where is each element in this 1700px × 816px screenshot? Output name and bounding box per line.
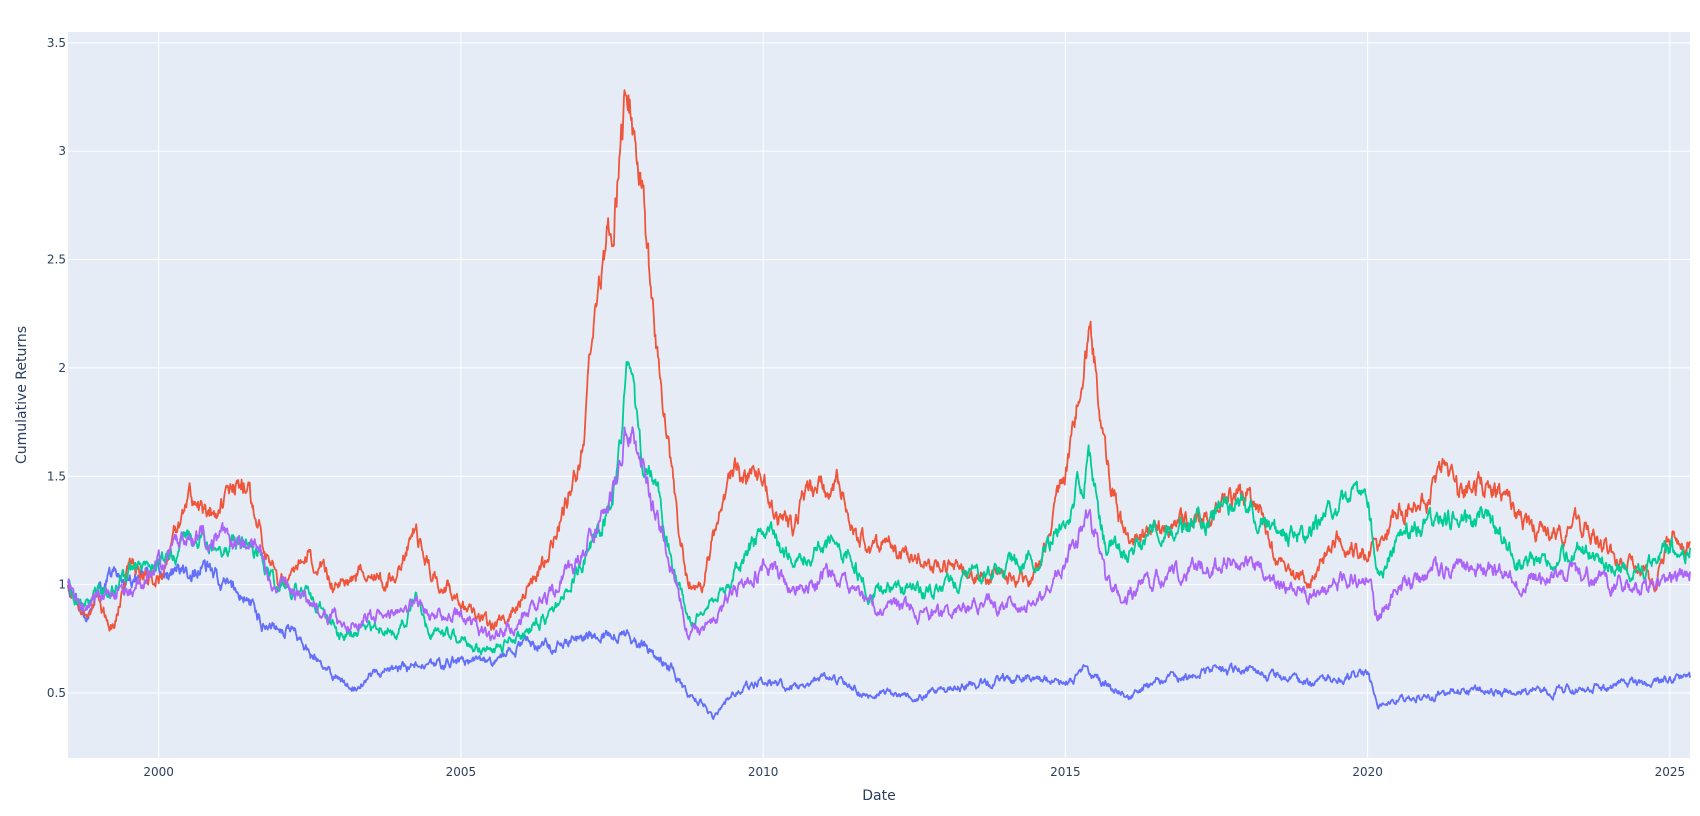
y-tick-label: 3.5 <box>47 36 66 50</box>
tick-labels: 0.5 1 1.5 2 2.5 3 3.5 2000 2005 2010 2015 2020 2025 <box>47 36 1685 779</box>
y-tick-label: 1.5 <box>47 469 66 483</box>
y-tick-label: 1 <box>58 578 66 592</box>
x-tick-label: 2000 <box>143 765 174 779</box>
series-line-1 <box>67 559 1691 720</box>
x-tick-label: 2020 <box>1352 765 1383 779</box>
series-line-4 <box>67 426 1691 642</box>
x-tick-label: 2015 <box>1050 765 1081 779</box>
series-line-3 <box>67 361 1691 656</box>
x-axis-title: Date <box>862 788 895 804</box>
y-tick-label: 2 <box>58 361 66 375</box>
series-lines <box>67 89 1691 720</box>
plot-background <box>68 32 1690 758</box>
x-tick-label: 2025 <box>1655 765 1686 779</box>
y-tick-label: 3 <box>58 144 66 158</box>
y-tick-label: 2.5 <box>47 253 66 267</box>
series-line-2 <box>67 89 1691 632</box>
y-axis-title: Cumulative Returns <box>14 326 30 464</box>
x-tick-label: 2005 <box>446 765 477 779</box>
y-tick-label: 0.5 <box>47 686 66 700</box>
x-tick-label: 2010 <box>748 765 779 779</box>
